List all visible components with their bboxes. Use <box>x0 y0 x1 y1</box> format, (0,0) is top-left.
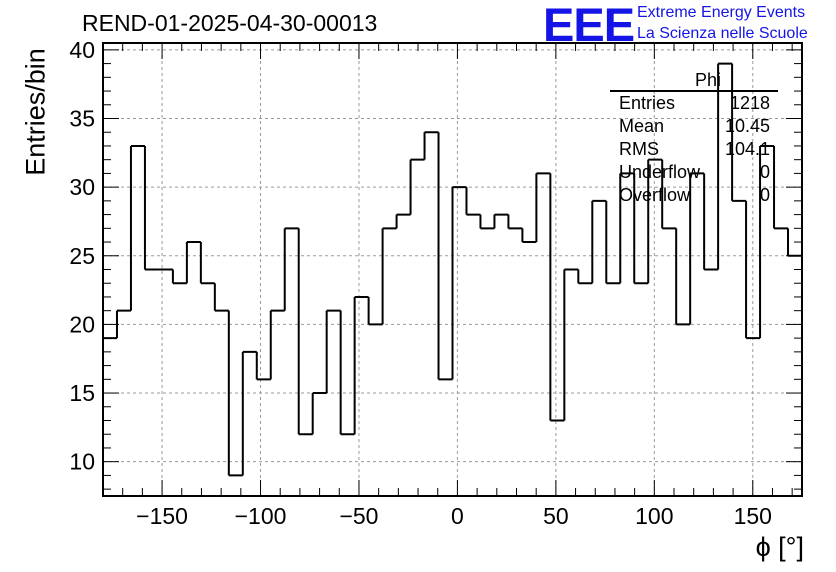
histogram-bin <box>353 295 369 435</box>
histogram-bin <box>185 241 201 284</box>
histogram-bin <box>143 145 159 271</box>
stats-label: Underflow <box>619 162 701 182</box>
histogram-bin <box>731 63 747 202</box>
stats-value: 104.1 <box>724 139 770 159</box>
histogram-bin <box>605 200 621 285</box>
histogram-bin <box>213 283 229 312</box>
histogram-bin <box>493 213 509 229</box>
histogram-bin <box>465 187 481 216</box>
stats-row-entries: Entries 1218 <box>610 92 778 115</box>
histogram-bin <box>437 132 453 381</box>
y-tick-label: 10 <box>69 449 95 475</box>
histogram-bin <box>633 173 649 285</box>
histogram-bin <box>339 310 355 436</box>
y-tick-label: 15 <box>69 380 95 406</box>
histogram-bin <box>367 296 383 326</box>
stats-label: Entries <box>619 93 676 113</box>
logo-subtitle-2: La Scienza nelle Scuole <box>637 25 808 42</box>
x-tick-label: −50 <box>339 503 378 529</box>
stats-row-rms: RMS 104.1 <box>610 138 778 161</box>
stats-box: Phi Entries 1218 Mean 10.45 RMS 104.1 Under… <box>610 70 778 207</box>
stats-label: RMS <box>619 139 659 159</box>
x-tick-label: 50 <box>543 503 569 529</box>
y-tick-label: 20 <box>69 311 95 337</box>
stats-row-overflow: Overflow 0 <box>610 184 778 207</box>
stats-label: Mean <box>619 116 665 136</box>
histogram-bin <box>549 173 565 422</box>
histogram-bin <box>325 309 341 394</box>
stats-row-mean: Mean 10.45 <box>610 115 778 138</box>
histogram-bin <box>479 214 495 230</box>
histogram-bin <box>745 200 761 340</box>
histogram-bin <box>423 131 439 160</box>
run-title: REND-01-2025-04-30-00013 <box>82 10 378 36</box>
histogram-bin <box>591 199 607 284</box>
histogram-bin <box>171 269 187 285</box>
histogram-bin <box>759 144 775 339</box>
stats-value: 10.45 <box>724 116 770 136</box>
x-tick-label: −150 <box>136 503 188 529</box>
histogram-bin <box>577 269 593 285</box>
histogram-bin <box>661 159 677 230</box>
histogram-bin <box>535 172 551 243</box>
histogram-bin <box>241 350 257 476</box>
histogram-bin <box>395 213 411 229</box>
x-axis-label: ϕ [°] <box>755 532 804 562</box>
y-tick-label: 35 <box>69 106 95 132</box>
histogram-bin <box>199 242 215 285</box>
y-tick-label: 30 <box>69 174 95 200</box>
histogram-bin <box>675 228 691 326</box>
histogram-bin <box>283 227 299 311</box>
histogram-bin <box>563 268 579 421</box>
histogram-bin <box>507 214 523 230</box>
histogram-bin <box>409 158 425 215</box>
x-tick-label: 0 <box>451 503 464 529</box>
histogram-bin <box>297 228 313 436</box>
stats-value: 0 <box>759 162 770 182</box>
histogram-bin <box>773 145 789 230</box>
histogram-bin <box>451 186 467 380</box>
histogram-bin <box>521 228 537 244</box>
x-tick-label: 150 <box>734 503 772 529</box>
histogram-bin <box>255 351 271 381</box>
stats-value: 1218 <box>729 93 770 113</box>
histogram-bin <box>647 158 663 284</box>
histogram-bin <box>269 309 285 380</box>
stats-row-underflow: Underflow 0 <box>610 161 778 184</box>
stats-name: Phi <box>610 70 778 92</box>
histogram-bin <box>381 227 397 325</box>
histogram-bin <box>619 172 635 284</box>
histogram-bin <box>129 144 145 311</box>
x-tick-label: 100 <box>635 503 673 529</box>
histogram-bin <box>311 392 327 435</box>
histogram-bin <box>717 62 733 270</box>
y-tick-label: 25 <box>69 243 95 269</box>
stats-label: Overflow <box>619 185 691 205</box>
logo-subtitle-1: Extreme Energy Events <box>637 4 806 21</box>
stats-value: 0 <box>759 185 770 205</box>
y-axis-label: Entries/bin <box>20 48 51 176</box>
histogram-bin <box>689 172 705 325</box>
y-tick-label: 40 <box>69 37 95 63</box>
x-tick-label: −100 <box>235 503 287 529</box>
histogram-bin <box>703 173 719 271</box>
histogram-bin <box>227 310 243 477</box>
